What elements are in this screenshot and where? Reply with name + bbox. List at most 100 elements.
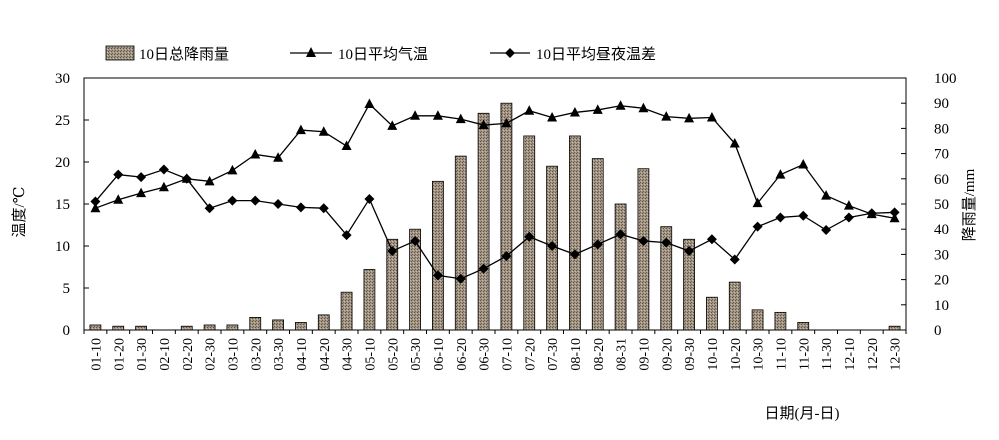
avg-temp-point xyxy=(113,194,124,204)
x-tick-label: 09-30 xyxy=(683,338,698,371)
legend-avg-temp-marker xyxy=(306,47,316,57)
y-left-tick-label: 15 xyxy=(55,197,70,213)
temp-diff-point xyxy=(387,246,398,257)
avg-temp-line xyxy=(95,102,895,219)
temp-diff-point xyxy=(410,235,421,246)
avg-temp-point xyxy=(775,169,786,179)
temp-diff-point xyxy=(752,221,763,232)
temp-diff-point xyxy=(684,246,695,257)
rainfall-bar xyxy=(226,324,239,331)
x-tick-label: 08-31 xyxy=(615,338,630,371)
rainfall-bar xyxy=(683,238,695,331)
avg-temp-point xyxy=(615,100,626,110)
rainfall-bar xyxy=(637,168,650,331)
rainfall-bar xyxy=(774,311,787,331)
rainfall-bar xyxy=(888,325,901,331)
temp-diff-point xyxy=(364,193,375,204)
temp-diff-point xyxy=(181,173,192,184)
rainfall-bar xyxy=(363,269,376,331)
y-left-tick-label: 20 xyxy=(55,155,70,171)
x-tick-label: 02-10 xyxy=(158,338,173,371)
avg-temp-point xyxy=(478,119,489,130)
avg-temp-point xyxy=(227,164,238,175)
x-tick-label: 11-30 xyxy=(820,338,835,370)
y-left-tick-label: 30 xyxy=(55,71,70,87)
x-tick-label: 12-30 xyxy=(889,338,904,371)
temp-diff-point xyxy=(250,195,261,206)
avg-temp-point xyxy=(364,98,375,109)
avg-temp-point xyxy=(501,117,512,128)
y-left-tick-label: 25 xyxy=(55,113,70,129)
avg-temp-point xyxy=(592,104,603,114)
x-tick-label: 10-30 xyxy=(752,338,767,371)
avg-temp-point xyxy=(821,190,832,200)
temp-diff-point xyxy=(592,239,603,250)
avg-temp-point xyxy=(798,159,809,169)
x-tick-label: 07-20 xyxy=(523,338,538,371)
avg-temp-point xyxy=(547,111,558,122)
y-right-tick-label: 10 xyxy=(934,298,949,314)
avg-temp-series xyxy=(90,98,900,223)
legend-item-rainfall: 10日总降雨量 xyxy=(105,45,229,63)
avg-temp-point xyxy=(204,175,215,186)
rainfall-bar xyxy=(477,112,490,331)
x-axis-title: 日期(月-日) xyxy=(765,405,840,422)
x-tick-label: 12-20 xyxy=(866,338,881,371)
avg-temp-point xyxy=(90,202,101,213)
y-right-tick-label: 90 xyxy=(934,96,949,112)
y-right-tick-label: 0 xyxy=(934,323,942,339)
y-left-tick-label: 0 xyxy=(63,323,71,339)
x-tick-label: 03-20 xyxy=(249,338,264,371)
rainfall-bar xyxy=(660,226,673,331)
y-right-tick-label: 50 xyxy=(934,197,949,213)
legend-rainfall-swatch xyxy=(105,45,135,61)
legend-rainfall-label: 10日总降雨量 xyxy=(139,46,229,63)
avg-temp-point xyxy=(889,212,900,223)
temp-diff-point xyxy=(729,254,740,265)
x-tick-label: 02-30 xyxy=(204,338,219,371)
rainfall-bar xyxy=(409,228,421,331)
legend: 10日总降雨量 10日平均气温 10日平均昼夜温差 xyxy=(105,45,656,63)
temp-diff-point xyxy=(821,225,832,236)
rainfall-bar xyxy=(112,325,125,331)
x-tick-label: 04-20 xyxy=(318,338,333,371)
x-tick-label: 12-10 xyxy=(843,338,858,371)
y-right-tick-label: 20 xyxy=(934,273,949,289)
x-tick-label: 03-30 xyxy=(272,338,287,371)
rainfall-bar xyxy=(89,324,102,331)
temp-diff-point xyxy=(615,229,626,240)
x-axis: 01-10 01-20 01-30 02-10 02-20 02-30 03-10 03-20… xyxy=(83,330,907,371)
x-tick-label: 01-10 xyxy=(89,338,104,371)
rainfall-bar xyxy=(180,325,193,331)
x-tick-label: 01-30 xyxy=(135,338,150,371)
avg-temp-point xyxy=(410,110,421,120)
temp-diff-point xyxy=(661,237,672,248)
avg-temp-point xyxy=(136,187,147,198)
y-right-title: 降雨量/mm xyxy=(961,168,978,241)
temp-diff-point xyxy=(227,195,238,206)
rainfall-bar xyxy=(135,325,147,331)
x-tick-label: 11-10 xyxy=(774,338,789,370)
temp-diff-point xyxy=(775,212,786,223)
avg-temp-point xyxy=(432,110,443,120)
y-right-tick-label: 30 xyxy=(934,247,949,263)
avg-temp-point xyxy=(273,152,284,162)
rainfall-bar xyxy=(569,135,581,331)
left-axis: 0 5 10 15 20 25 30 xyxy=(55,71,89,339)
legend-temp-diff-marker xyxy=(505,48,515,58)
avg-temp-point xyxy=(661,111,672,121)
y-right-tick-label: 70 xyxy=(934,147,949,163)
avg-temp-point xyxy=(638,102,649,113)
rainfall-bar xyxy=(751,309,764,331)
rainfall-bar xyxy=(432,180,444,331)
y-right-tick-label: 60 xyxy=(934,172,949,188)
temp-diff-line xyxy=(94,168,895,280)
x-tick-label: 11-20 xyxy=(797,338,812,370)
temp-diff-point xyxy=(547,241,558,251)
rainfall-bar xyxy=(706,296,718,331)
temp-diff-point xyxy=(524,231,535,242)
rainfall-bar xyxy=(203,324,216,331)
temp-diff-point xyxy=(204,203,215,214)
temp-diff-point xyxy=(455,273,466,284)
